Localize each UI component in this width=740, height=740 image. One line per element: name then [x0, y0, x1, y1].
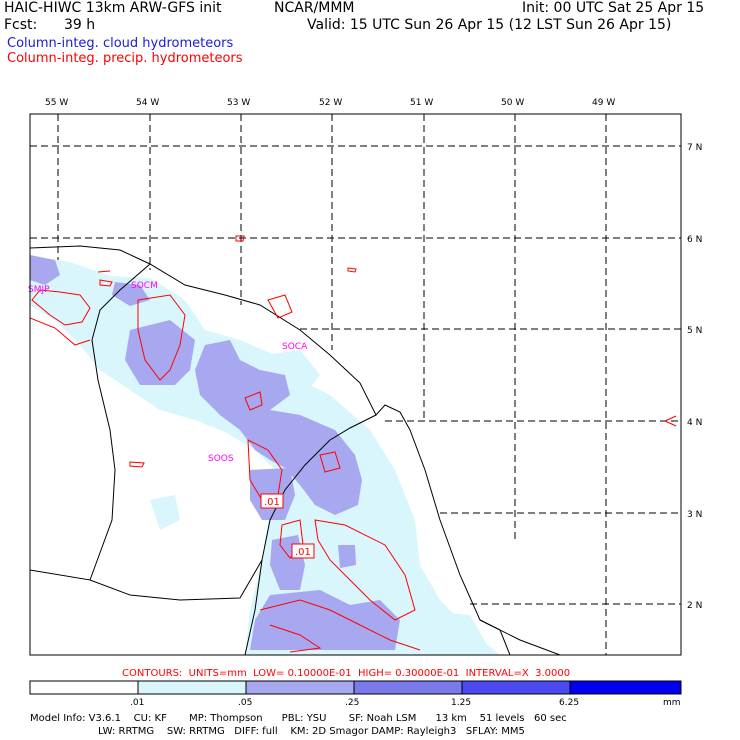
- graticule: [30, 114, 681, 655]
- lon-label: 50 W: [501, 98, 524, 108]
- station-labels: SMJP SOCM SOCA SOOS: [28, 281, 308, 464]
- lat-label: 4 N: [687, 418, 702, 428]
- model-info-line2: LW: RRTMG SW: RRTMG DIFF: full KM: 2D Sm…: [98, 726, 525, 737]
- colorbar: .01 .05 .25 1.25 6.25 mm: [29, 680, 682, 708]
- colorbar-bin: [461, 680, 571, 695]
- colorbar-bin: [569, 680, 682, 695]
- longitude-labels: 55 W 54 W 53 W 52 W 51 W 50 W 49 W: [45, 98, 615, 108]
- forecast-hour: 39 h: [64, 17, 96, 33]
- colorbar-tick: 1.25: [451, 698, 471, 708]
- lat-label: 5 N: [687, 326, 702, 336]
- lon-label: 49 W: [592, 98, 615, 108]
- lon-label: 53 W: [227, 98, 250, 108]
- lat-label: 7 N: [687, 143, 702, 153]
- org-label: NCAR/MMM: [274, 0, 355, 16]
- colorbar-tick: .05: [238, 698, 252, 708]
- model-title: HAIC-HIWC 13km ARW-GFS init: [4, 0, 222, 16]
- colorbar-bin: [137, 680, 247, 695]
- colorbar-bin: [353, 680, 463, 695]
- cloud-field-label: Column-integ. cloud hydrometeors: [7, 36, 234, 51]
- model-info-line1: Model Info: V3.6.1 CU: KF MP: Thompson P…: [30, 713, 567, 724]
- colorbar-bin: [29, 680, 139, 695]
- lon-label: 51 W: [410, 98, 433, 108]
- init-time: Init: 00 UTC Sat 25 Apr 15: [522, 0, 705, 16]
- lon-label: 52 W: [319, 98, 342, 108]
- station-label: SOCM: [131, 281, 158, 291]
- colorbar-unit: mm: [663, 698, 681, 708]
- lat-label: 2 N: [687, 601, 702, 611]
- colorbar-tick: .01: [130, 698, 144, 708]
- colorbar-tick: 6.25: [559, 698, 579, 708]
- lat-label: 3 N: [687, 510, 702, 520]
- colorbar-tick: .25: [345, 698, 359, 708]
- precip-contours: [30, 235, 677, 653]
- lon-label: 55 W: [45, 98, 68, 108]
- forecast-label: Fcst:: [4, 17, 38, 33]
- station-label: SOCA: [282, 342, 308, 352]
- station-label: SMJP: [28, 285, 50, 295]
- coastline-borders: [30, 245, 561, 655]
- station-label: SOOS: [208, 454, 234, 464]
- contour-info: CONTOURS: UNITS=mm LOW= 0.10000E-01 HIGH…: [122, 668, 571, 679]
- latitude-labels: 7 N 6 N 5 N 4 N 3 N 2 N: [687, 143, 702, 611]
- hydrometeor-shading: [30, 255, 500, 655]
- lon-label: 54 W: [136, 98, 159, 108]
- precip-field-label: Column-integ. precip. hydrometeors: [7, 51, 243, 66]
- valid-time: Valid: 15 UTC Sun 26 Apr 15 (12 LST Sun …: [307, 17, 672, 33]
- contour-value-boxes: .01 .01: [260, 493, 315, 559]
- contour-label: .01: [264, 497, 280, 508]
- contour-label: .01: [295, 547, 311, 558]
- colorbar-bin: [245, 680, 355, 695]
- lat-label: 6 N: [687, 235, 702, 245]
- map-frame: [29, 113, 682, 656]
